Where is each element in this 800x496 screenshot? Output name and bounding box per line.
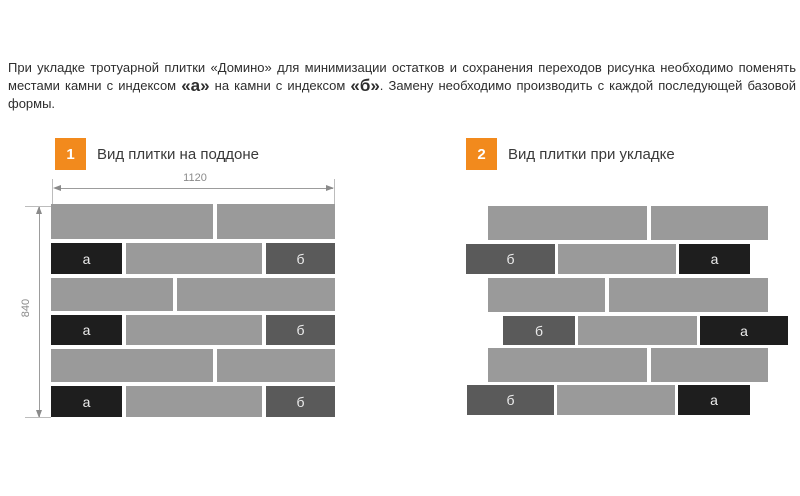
extension-line (25, 417, 51, 418)
intro-text: на камни с индексом (209, 78, 351, 93)
width-dimension-line (57, 188, 333, 189)
tile-gray (488, 206, 647, 240)
tile-gray (126, 243, 262, 274)
tile-gray (177, 278, 335, 311)
tile-a: а (51, 315, 122, 345)
section-2-badge: 2 (466, 138, 497, 170)
section-2-header: 2 Вид плитки при укладке (466, 138, 675, 170)
tile-gray (557, 385, 675, 415)
tile-gray (488, 348, 647, 382)
tile-gray (609, 278, 768, 312)
dimension-arrow-right-icon (326, 185, 334, 191)
pallet-width-dimension-label: 1120 (183, 172, 207, 184)
extension-line (52, 179, 53, 204)
intro-index-emphasis: «а» (181, 76, 210, 95)
extension-line (334, 179, 335, 204)
tile-gray (558, 244, 676, 274)
dimension-arrow-left-icon (53, 185, 61, 191)
tile-a: а (51, 243, 122, 274)
tile-b: б (503, 316, 575, 345)
tile-gray (651, 206, 768, 240)
tile-b: б (266, 315, 335, 345)
tile-gray (126, 315, 262, 345)
section-1-number: 1 (66, 145, 75, 163)
intro-text: При укладке тротуарной плитки «Домино» д… (8, 60, 796, 93)
tile-gray (651, 348, 768, 382)
tile-gray (51, 349, 213, 382)
section-1-badge: 1 (55, 138, 86, 170)
tile-gray (126, 386, 262, 417)
dimension-arrow-up-icon (36, 206, 42, 214)
section-1-header: 1 Вид плитки на поддоне (55, 138, 259, 170)
tile-b: б (466, 244, 555, 274)
tile-b: б (266, 243, 335, 274)
tile-gray (51, 278, 173, 311)
intro-paragraph: При укладке тротуарной плитки «Домино» д… (8, 59, 796, 113)
tile-b: б (266, 386, 335, 417)
section-2-title: Вид плитки при укладке (508, 145, 675, 163)
tile-gray (51, 204, 213, 239)
tile-a: а (51, 386, 122, 417)
intro-text: . Замену необходимо производить с каждой… (8, 78, 796, 111)
tile-gray (578, 316, 697, 345)
tile-b: б (467, 385, 554, 415)
tile-gray (217, 204, 335, 239)
tile-a: а (700, 316, 788, 345)
extension-line (25, 206, 51, 207)
tile-gray (217, 349, 335, 382)
tile-gray (488, 278, 605, 312)
tile-a: а (679, 244, 750, 274)
height-dimension-line (39, 207, 40, 417)
section-2-number: 2 (477, 145, 486, 163)
section-1-title: Вид плитки на поддоне (97, 145, 259, 163)
dimension-arrow-down-icon (36, 410, 42, 418)
intro-index-emphasis: «б» (350, 76, 380, 95)
tile-a: а (678, 385, 750, 415)
